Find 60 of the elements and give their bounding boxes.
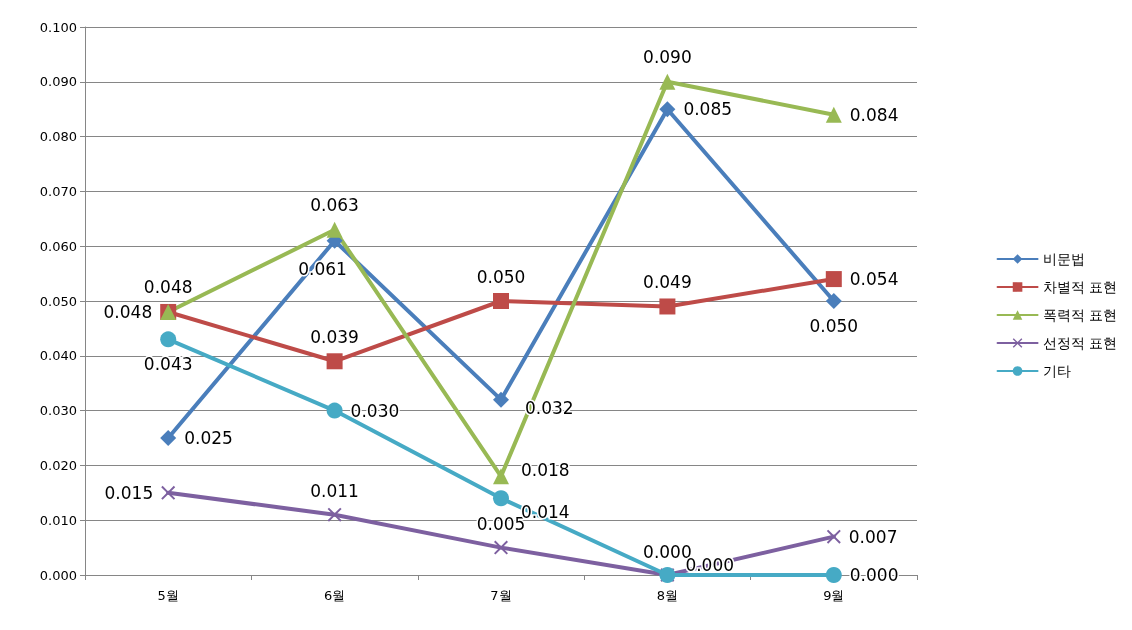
data-label: 0.018 (521, 460, 570, 481)
data-label: 0.030 (350, 400, 400, 421)
point (825, 293, 842, 309)
y-tick-label: 0.050 (39, 293, 77, 309)
x-tick-label: 7월 (490, 588, 512, 603)
data-label: 0.011 (310, 481, 359, 502)
data-label: 0.007 (848, 526, 898, 547)
data-label: 0.000 (849, 565, 899, 585)
point (493, 468, 509, 485)
point (659, 73, 676, 90)
data-label: 0.049 (643, 271, 692, 292)
point (161, 485, 176, 500)
y-tick-label: 0.020 (39, 457, 77, 473)
data-label: 0.085 (683, 99, 733, 120)
y-tick-label: 0.100 (39, 19, 77, 35)
x-tick-label: 6월 (323, 588, 346, 603)
data-label: 0.015 (104, 482, 154, 503)
y-tick-label: 0.060 (39, 238, 77, 254)
point (825, 271, 842, 288)
legend-label: 기타 (1042, 363, 1071, 379)
point (825, 567, 842, 583)
legend-label: 차별적 표현 (1042, 279, 1117, 295)
point (494, 540, 508, 555)
x-tick-label: 9월 (823, 588, 845, 603)
x-tick-label: 5월 (157, 588, 179, 603)
data-label: 0.048 (103, 301, 153, 322)
y-tick-label: 0.030 (39, 403, 77, 419)
y-tick-label: 0.080 (39, 129, 77, 145)
data-label: 0.050 (809, 315, 859, 336)
data-label: 0.063 (310, 195, 359, 216)
point (659, 298, 676, 315)
data-label: 0.054 (849, 269, 899, 290)
point (326, 353, 343, 370)
y-tick-label: 0.000 (39, 567, 77, 583)
point (826, 529, 841, 544)
point (493, 391, 509, 408)
data-label: 0.084 (849, 104, 899, 125)
legend-label: 선정적 표현 (1042, 335, 1117, 351)
y-tick-label: 0.010 (39, 512, 77, 528)
point (160, 430, 177, 446)
point (326, 221, 343, 238)
data-label: 0.025 (184, 428, 233, 448)
point (659, 101, 676, 118)
y-tick-label: 0.040 (39, 348, 77, 364)
point (327, 507, 342, 522)
point (160, 331, 177, 348)
point (493, 293, 509, 309)
data-label: 0.039 (310, 326, 359, 347)
legend-label: 비문법 (1042, 251, 1085, 267)
point (326, 402, 343, 419)
data-label: 0.090 (643, 47, 692, 68)
data-label: 0.050 (476, 266, 526, 287)
x-tick-label: 8월 (656, 588, 679, 603)
data-label: 0.043 (143, 353, 193, 374)
legend-label: 폭력적 표현 (1042, 307, 1117, 323)
y-tick-label: 0.070 (39, 183, 77, 199)
point (825, 106, 842, 123)
y-tick-label: 0.090 (39, 74, 77, 90)
point (493, 490, 509, 507)
data-label: 0.048 (143, 277, 193, 298)
